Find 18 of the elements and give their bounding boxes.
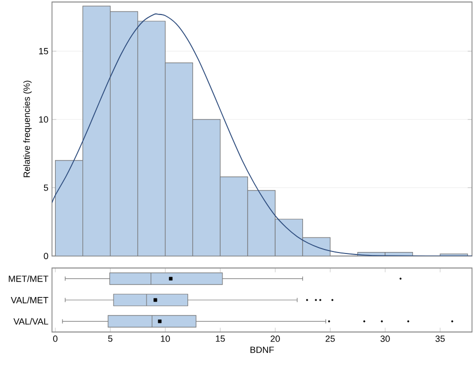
line-series <box>52 14 472 256</box>
y-tick-label: 0 <box>44 252 48 260</box>
x-tick-label: 25 <box>326 336 335 342</box>
y-tick-label: VAL/MET <box>10 296 48 304</box>
x-tick-label: 15 <box>216 336 225 342</box>
x-tick-label: 0 <box>53 336 58 342</box>
x-axis-title: BDNF <box>250 346 274 353</box>
x-tick-label: 10 <box>160 336 170 342</box>
y-axis-title: Relative frequencies (%) <box>23 80 32 178</box>
x-tick-label: 35 <box>435 336 445 342</box>
y-tick-label: VAL/VAL <box>13 318 48 325</box>
x-tick-label: 20 <box>270 336 280 342</box>
y-tick-label: 5 <box>44 184 48 191</box>
x-tick-label: 30 <box>380 336 390 342</box>
y-tick-label: 10 <box>39 116 48 123</box>
x-tick-label: 5 <box>108 336 112 342</box>
y-tick-label: MET/MET <box>8 275 48 282</box>
y-tick-label: 15 <box>39 48 48 54</box>
